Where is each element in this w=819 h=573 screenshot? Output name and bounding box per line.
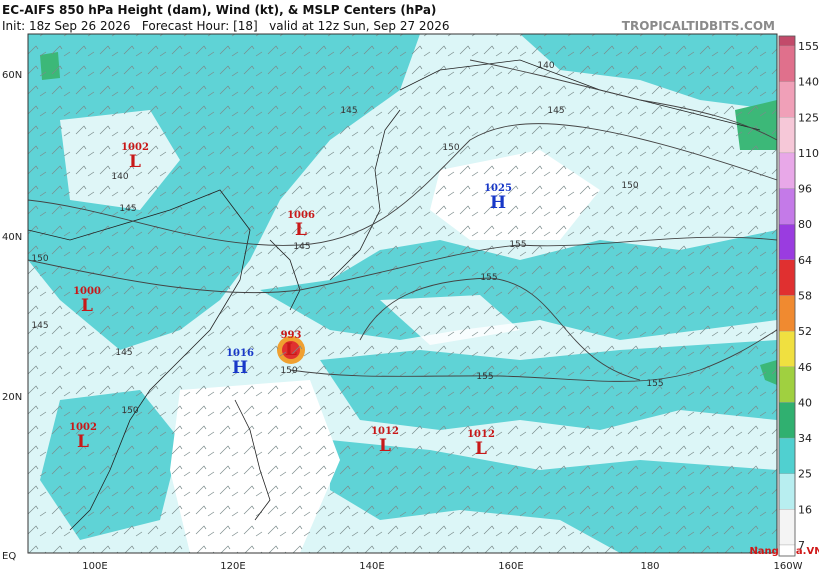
pressure-value: 1025 (484, 183, 512, 194)
colorbar-label: 155 (798, 40, 819, 53)
site-name: TROPICALTIDBITS.COM (622, 19, 775, 33)
map-frame (27, 33, 778, 554)
lon-label: 180 (640, 561, 659, 572)
colorbar-label: 46 (798, 361, 812, 374)
colorbar-segment (778, 259, 796, 296)
contour-label: 155 (476, 372, 493, 382)
colorbar-label: 16 (798, 503, 812, 516)
colorbar-label: 140 (798, 76, 819, 89)
contour-label: 150 (31, 254, 48, 264)
colorbar-segment (778, 295, 796, 332)
colorbar-label: 25 (798, 468, 812, 481)
pressure-value: 1002 (121, 142, 149, 153)
colorbar-label: 125 (798, 111, 819, 124)
colorbar-frame (778, 35, 796, 557)
pressure-kind: L (81, 296, 93, 316)
colorbar-segment (778, 188, 796, 225)
contour-label: 155 (480, 273, 497, 283)
lon-label: 100E (82, 561, 107, 572)
contour-label: 150 (121, 406, 138, 416)
pressure-value: 1016 (226, 348, 254, 359)
lat-label: 60N (2, 70, 22, 81)
colorbar-label: 58 (798, 290, 812, 303)
lat-label: 20N (2, 392, 22, 403)
pressure-value: 1006 (287, 210, 315, 221)
colorbar-segment (778, 473, 796, 510)
map-area (28, 34, 777, 553)
pressure-value: 1000 (73, 286, 101, 297)
colorbar-segment (778, 366, 796, 403)
colorbar-label: 7 (798, 539, 805, 552)
pressure-kind: L (475, 439, 487, 459)
contour-label: 145 (31, 321, 48, 331)
colorbar-label: 80 (798, 218, 812, 231)
colorbar-segment (778, 330, 796, 367)
colorbar-segment (778, 45, 796, 82)
wind-barbs (28, 34, 777, 553)
height-contours (28, 59, 777, 382)
colorbar-label: 64 (798, 254, 812, 267)
lon-label: 160E (498, 561, 523, 572)
contour-label: 145 (340, 106, 357, 116)
map-title: EC-AIFS 850 hPa Height (dam), Wind (kt),… (2, 3, 436, 17)
contour-label: 145 (115, 348, 132, 358)
colorbar-segment (778, 544, 796, 557)
lon-label: 160W (774, 561, 803, 572)
pressure-kind: L (129, 152, 141, 172)
colorbar-segment (778, 35, 796, 47)
colorbar-segment (778, 437, 796, 474)
contour-label: 140 (537, 61, 554, 71)
pressure-kind: L (285, 340, 297, 360)
colorbar-segment (778, 224, 796, 261)
lon-label: 140E (359, 561, 384, 572)
contour-label: 140 (111, 172, 128, 182)
pressure-value: 1012 (467, 429, 495, 440)
colorbar-segment (778, 117, 796, 154)
pressure-kind: H (490, 193, 506, 213)
lat-label: EQ (2, 551, 16, 562)
colorbar-segment (778, 402, 796, 439)
pressure-kind: L (77, 432, 89, 452)
coastlines (28, 59, 761, 531)
pressure-value: 993 (281, 330, 302, 341)
pressure-value: 1002 (69, 422, 97, 433)
contour-label: 150 (442, 143, 459, 153)
contour-label: 150 (280, 366, 297, 376)
contour-label: 145 (293, 242, 310, 252)
pressure-kind: H (232, 358, 248, 378)
colorbar-label: 40 (798, 396, 812, 409)
colorbar-label: 96 (798, 183, 812, 196)
contour-label: 155 (509, 240, 526, 250)
contour-label: 145 (119, 204, 136, 214)
contour-label: 150 (621, 181, 638, 191)
contour-label: 145 (547, 106, 564, 116)
contour-label: 155 (646, 379, 663, 389)
pressure-value: 1012 (371, 426, 399, 437)
lon-label: 120E (220, 561, 245, 572)
colorbar-segment (778, 81, 796, 118)
pressure-kind: L (379, 436, 391, 456)
colorbar-label: 110 (798, 147, 819, 160)
map-subtitle: Init: 18z Sep 26 2026 Forecast Hour: [18… (2, 19, 449, 33)
colorbar-label: 34 (798, 432, 812, 445)
colorbar-segment (778, 509, 796, 546)
lat-label: 40N (2, 232, 22, 243)
pressure-kind: L (295, 220, 307, 240)
colorbar-segment (778, 152, 796, 189)
colorbar-label: 52 (798, 325, 812, 338)
